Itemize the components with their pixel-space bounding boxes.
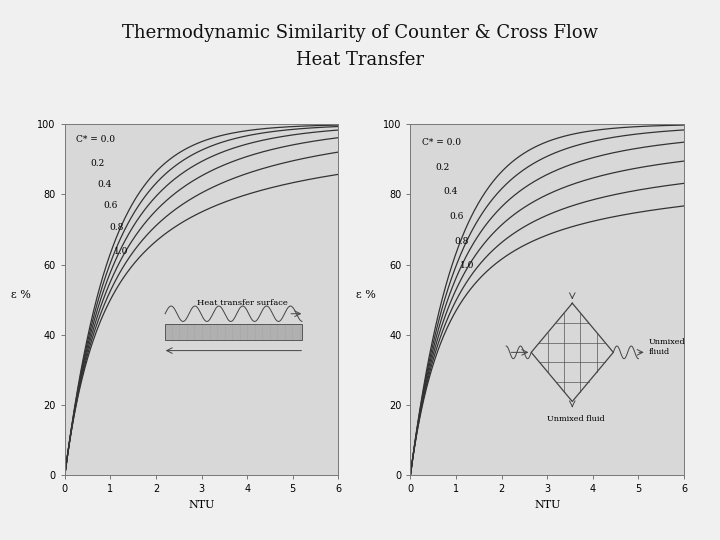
Text: 1.0: 1.0 bbox=[459, 261, 474, 270]
Text: 0.4: 0.4 bbox=[98, 180, 112, 190]
Bar bbox=[165, 324, 302, 340]
Text: 1.0: 1.0 bbox=[114, 247, 128, 256]
Text: 0.8: 0.8 bbox=[454, 237, 469, 246]
Text: 0.8: 0.8 bbox=[109, 222, 123, 232]
Text: Unmixed fluid: Unmixed fluid bbox=[547, 415, 605, 423]
Y-axis label: ε %: ε % bbox=[356, 289, 377, 300]
Text: 0.2: 0.2 bbox=[436, 163, 450, 172]
Text: Thermodynamic Similarity of Counter & Cross Flow: Thermodynamic Similarity of Counter & Cr… bbox=[122, 24, 598, 42]
X-axis label: NTU: NTU bbox=[189, 500, 215, 510]
Y-axis label: ε %: ε % bbox=[11, 289, 31, 300]
Text: 0.6: 0.6 bbox=[449, 212, 464, 221]
Text: C* = 0.0: C* = 0.0 bbox=[422, 138, 461, 147]
Text: Heat transfer surface: Heat transfer surface bbox=[197, 299, 288, 307]
Text: Heat Transfer: Heat Transfer bbox=[296, 51, 424, 69]
X-axis label: NTU: NTU bbox=[534, 500, 560, 510]
Text: 0.6: 0.6 bbox=[104, 201, 118, 211]
Text: Unmixed
fliuid: Unmixed fliuid bbox=[649, 339, 685, 356]
Text: C* = 0.0: C* = 0.0 bbox=[76, 135, 115, 144]
Text: 0.4: 0.4 bbox=[444, 187, 458, 197]
Text: 0.2: 0.2 bbox=[90, 159, 104, 168]
